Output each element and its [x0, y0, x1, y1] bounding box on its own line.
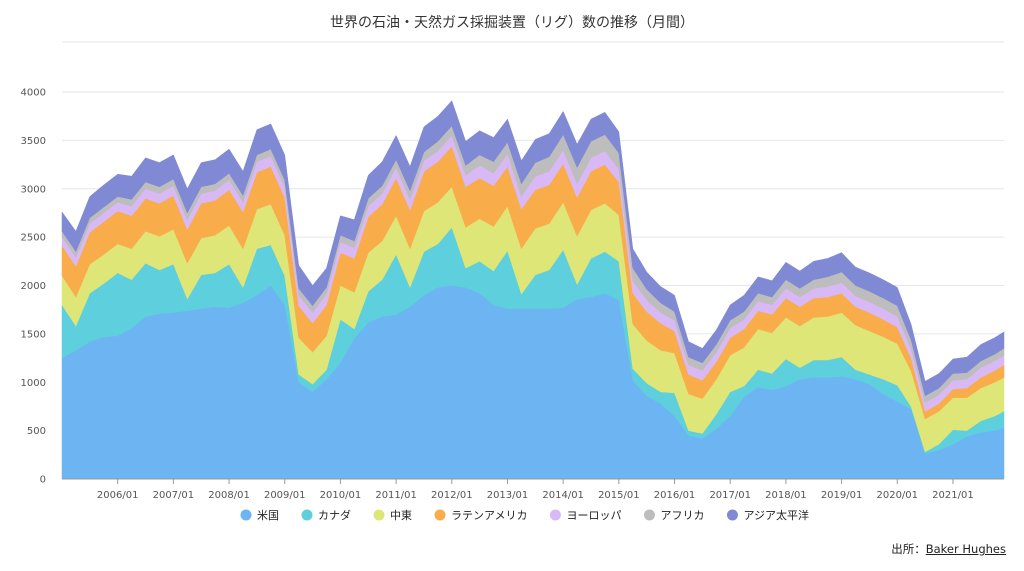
x-tick-label: 2006/01 [97, 490, 139, 501]
x-tick-label: 2017/01 [709, 490, 751, 501]
legend-label: アジア太平洋 [743, 508, 809, 522]
legend-item[interactable]: 中東 [373, 509, 413, 522]
legend-label: 米国 [257, 509, 279, 522]
y-tick-label: 2000 [21, 281, 46, 292]
x-tick-label: 2013/01 [487, 490, 529, 501]
legend-item[interactable]: ヨーロッパ [549, 509, 622, 522]
chart-title: 世界の石油・天然ガス採掘装置（リグ）数の推移（月間） [330, 14, 694, 31]
legend-swatch [643, 509, 655, 521]
legend-label: 中東 [390, 509, 412, 522]
legend-item[interactable]: カナダ [301, 508, 352, 522]
x-tick-label: 2014/01 [542, 490, 584, 501]
legend-item[interactable]: アジア太平洋 [726, 508, 809, 522]
area-series[interactable] [61, 100, 1005, 397]
legend: 米国 カナダ 中東 ラテンアメリカ ヨーロッパ アフリカ アジア太平洋 [240, 508, 809, 522]
legend-swatch [301, 509, 313, 521]
x-tick-label: 2021/01 [932, 490, 974, 501]
x-tick-label: 2007/01 [153, 490, 195, 501]
axes: 0 500 1000 1500 2000 2500 3000 3500 4000 2006/01 2… [21, 88, 1004, 501]
legend-swatch [240, 509, 252, 521]
source-prefix: 出所： [891, 542, 926, 556]
stacked-areas [61, 100, 1005, 480]
y-tick-label: 3000 [21, 184, 46, 195]
y-tick-label: 2500 [21, 233, 46, 244]
y-tick-label: 4000 [21, 88, 46, 99]
legend-label: カナダ [318, 508, 351, 522]
legend-swatch [726, 509, 738, 521]
legend-label: アフリカ [660, 509, 704, 522]
x-tick-label: 2012/01 [431, 490, 473, 501]
y-tick-label: 1000 [21, 378, 46, 389]
x-tick-label: 2020/01 [876, 490, 918, 501]
legend-swatch [373, 509, 385, 521]
source-link[interactable]: Baker Hughes [925, 542, 1006, 556]
x-tick-label: 2018/01 [765, 490, 807, 501]
legend-item[interactable]: アフリカ [643, 509, 705, 522]
x-tick-label: 2008/01 [208, 490, 250, 501]
legend-label: ヨーロッパ [566, 509, 621, 522]
source-credit: 出所：Baker Hughes [891, 541, 1006, 557]
y-tick-label: 500 [27, 426, 46, 437]
x-tick-label: 2019/01 [821, 490, 863, 501]
x-tick-label: 2009/01 [264, 490, 306, 501]
x-tick-label: 2015/01 [598, 490, 640, 501]
legend-label: ラテンアメリカ [451, 509, 527, 522]
y-tick-label: 1500 [21, 329, 46, 340]
x-tick-label: 2010/01 [320, 490, 362, 501]
legend-swatch [434, 509, 446, 521]
legend-item[interactable]: ラテンアメリカ [434, 509, 528, 522]
legend-item[interactable]: 米国 [240, 509, 280, 522]
x-tick-label: 2016/01 [654, 490, 696, 501]
y-tick-label: 3500 [21, 136, 46, 147]
x-tick-label: 2011/01 [375, 490, 417, 501]
y-tick-label: 0 [40, 475, 46, 486]
legend-swatch [549, 509, 561, 521]
